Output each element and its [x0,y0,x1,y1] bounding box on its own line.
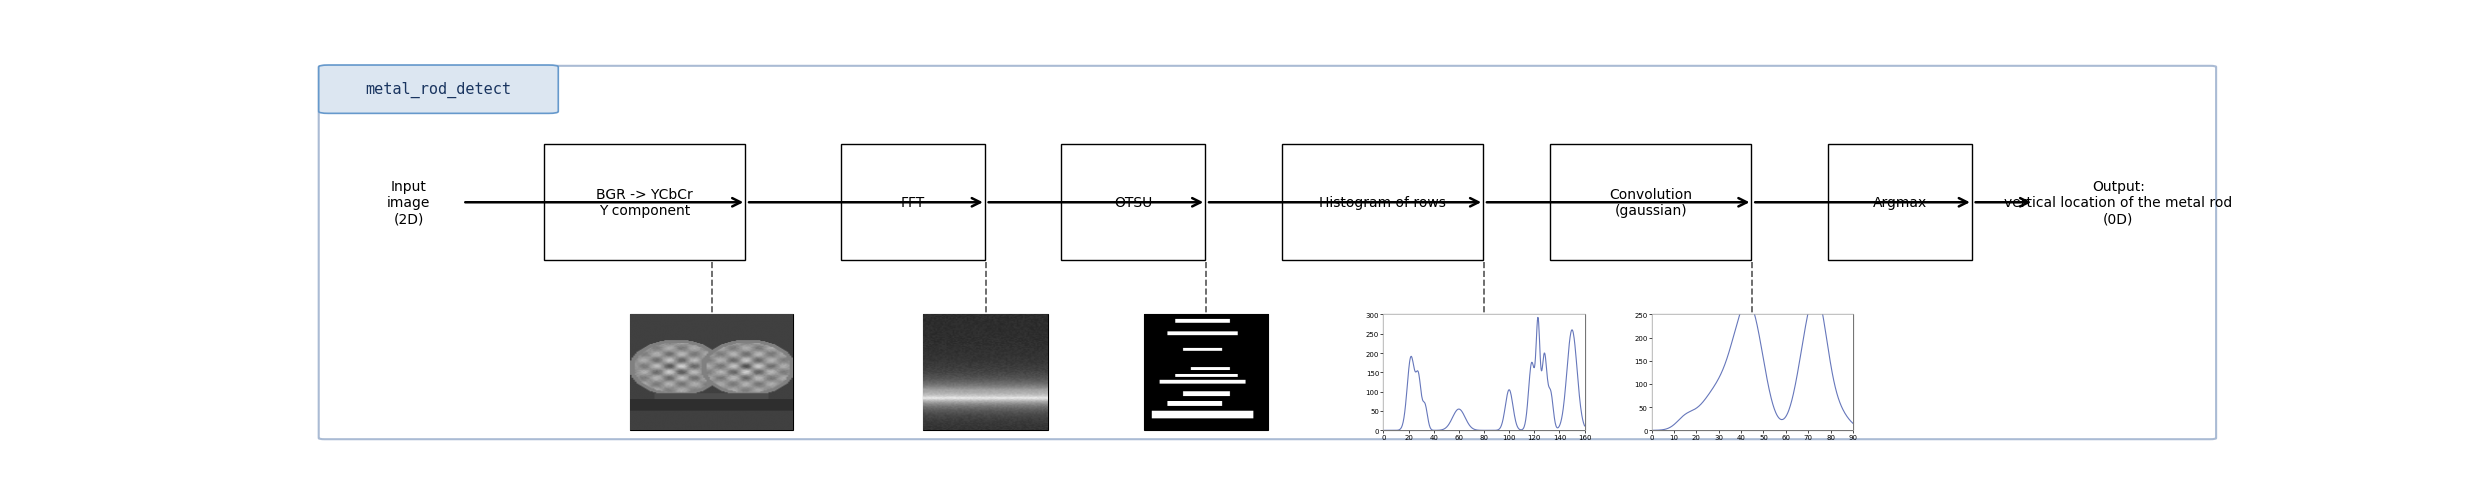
FancyBboxPatch shape [319,66,559,114]
Text: Input
image
(2D): Input image (2D) [388,180,430,226]
Bar [1061,145,1204,261]
Bar [1652,315,1852,430]
Bar [544,145,744,261]
Text: Convolution
(gaussian): Convolution (gaussian) [1610,188,1692,218]
Bar [631,315,794,430]
Text: Histogram of rows: Histogram of rows [1318,196,1447,210]
Bar [1382,315,1585,430]
Text: FFT: FFT [900,196,925,210]
Text: Output:
vertical location of the metal rod
(0D): Output: vertical location of the metal r… [2003,180,2233,226]
Bar [1145,315,1269,430]
Bar [1828,145,1971,261]
Text: Argmax: Argmax [1872,196,1926,210]
Text: OTSU: OTSU [1115,196,1152,210]
Bar [1281,145,1484,261]
Bar [841,145,984,261]
Bar [922,315,1049,430]
Text: metal_rod_detect: metal_rod_detect [366,82,512,98]
Bar [1551,145,1751,261]
Text: BGR -> YCbCr
Y component: BGR -> YCbCr Y component [596,188,692,218]
